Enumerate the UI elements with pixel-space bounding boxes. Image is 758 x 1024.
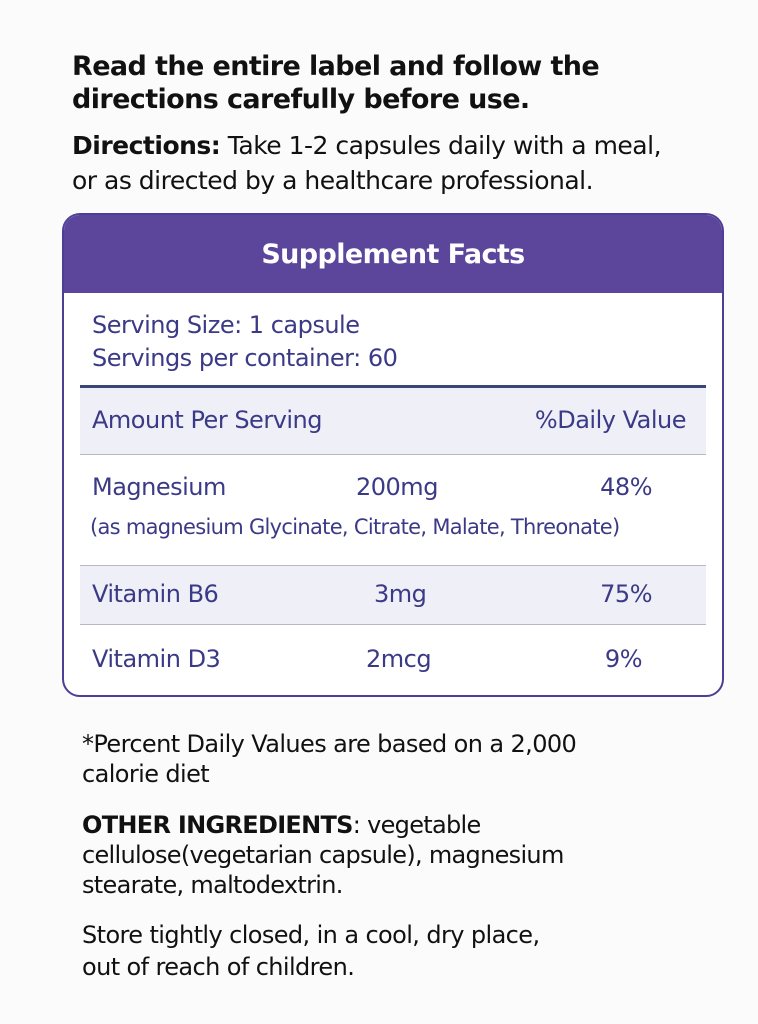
amount-per-serving-header: Amount Per Serving xyxy=(92,406,323,434)
supplement-facts-title: Supplement Facts xyxy=(64,215,722,293)
nutrient-amount: 2mcg xyxy=(366,645,432,673)
daily-value-footnote: *Percent Daily Values are based on a 2,0… xyxy=(82,729,722,789)
warning-line-2: directions carefully before use. xyxy=(72,84,530,115)
supplement-facts-panel: Supplement Facts Serving Size: 1 capsule… xyxy=(62,213,724,697)
nutrient-daily-value: 48% xyxy=(600,473,652,501)
other-ingredients-line-1: : vegetable xyxy=(352,811,481,839)
directions-line-2: or as directed by a healthcare professio… xyxy=(72,166,594,195)
row-divider xyxy=(80,454,706,455)
facts-header-row: Amount Per Serving %Daily Value xyxy=(80,388,706,454)
serving-size: Serving Size: 1 capsule xyxy=(92,311,360,339)
servings-per-container: Servings per container: 60 xyxy=(92,344,398,372)
warning-line-1: Read the entire label and follow the xyxy=(72,51,600,82)
footnote-line-1: *Percent Daily Values are based on a 2,0… xyxy=(82,730,577,758)
nutrient-name: Vitamin D3 xyxy=(92,645,221,673)
row-divider xyxy=(80,565,706,566)
footnote-line-2: calorie diet xyxy=(82,760,210,788)
nutrient-source-note: (as magnesium Glycinate, Citrate, Malate… xyxy=(90,515,620,539)
nutrient-row-vitamin-b6: Vitamin B6 3mg 75% xyxy=(80,566,706,624)
row-divider xyxy=(80,624,706,625)
nutrient-row-magnesium: Magnesium 200mg 48% (as magnesium Glycin… xyxy=(80,455,706,565)
nutrient-name: Magnesium xyxy=(92,473,226,501)
other-ingredients-label: OTHER INGREDIENTS xyxy=(82,811,353,839)
other-ingredients: OTHER INGREDIENTS: vegetable cellulose(v… xyxy=(82,810,722,900)
section-divider xyxy=(80,385,706,388)
storage-instructions: Store tightly closed, in a cool, dry pla… xyxy=(82,919,722,983)
other-ingredients-line-3: stearate, maltodextrin. xyxy=(82,871,343,899)
nutrient-daily-value: 9% xyxy=(604,645,643,673)
directions-label: Directions: xyxy=(72,131,221,160)
directions-line-1: Take 1-2 capsules daily with a meal, xyxy=(220,131,662,160)
directions-text: Directions: Take 1-2 capsules daily with… xyxy=(72,128,732,198)
daily-value-header: %Daily Value xyxy=(534,406,687,434)
nutrient-daily-value: 75% xyxy=(600,580,652,608)
nutrient-amount: 200mg xyxy=(356,473,438,501)
serving-info: Serving Size: 1 capsule Servings per con… xyxy=(64,293,722,385)
nutrient-amount: 3mg xyxy=(374,580,427,608)
storage-line-2: out of reach of children. xyxy=(82,953,355,981)
label-warning: Read the entire label and follow the dir… xyxy=(72,50,712,116)
nutrient-name: Vitamin B6 xyxy=(92,580,219,608)
nutrient-row-vitamin-d3: Vitamin D3 2mcg 9% xyxy=(80,625,706,695)
storage-line-1: Store tightly closed, in a cool, dry pla… xyxy=(82,921,540,949)
other-ingredients-line-2: cellulose(vegetarian capsule), magnesium xyxy=(82,841,564,869)
